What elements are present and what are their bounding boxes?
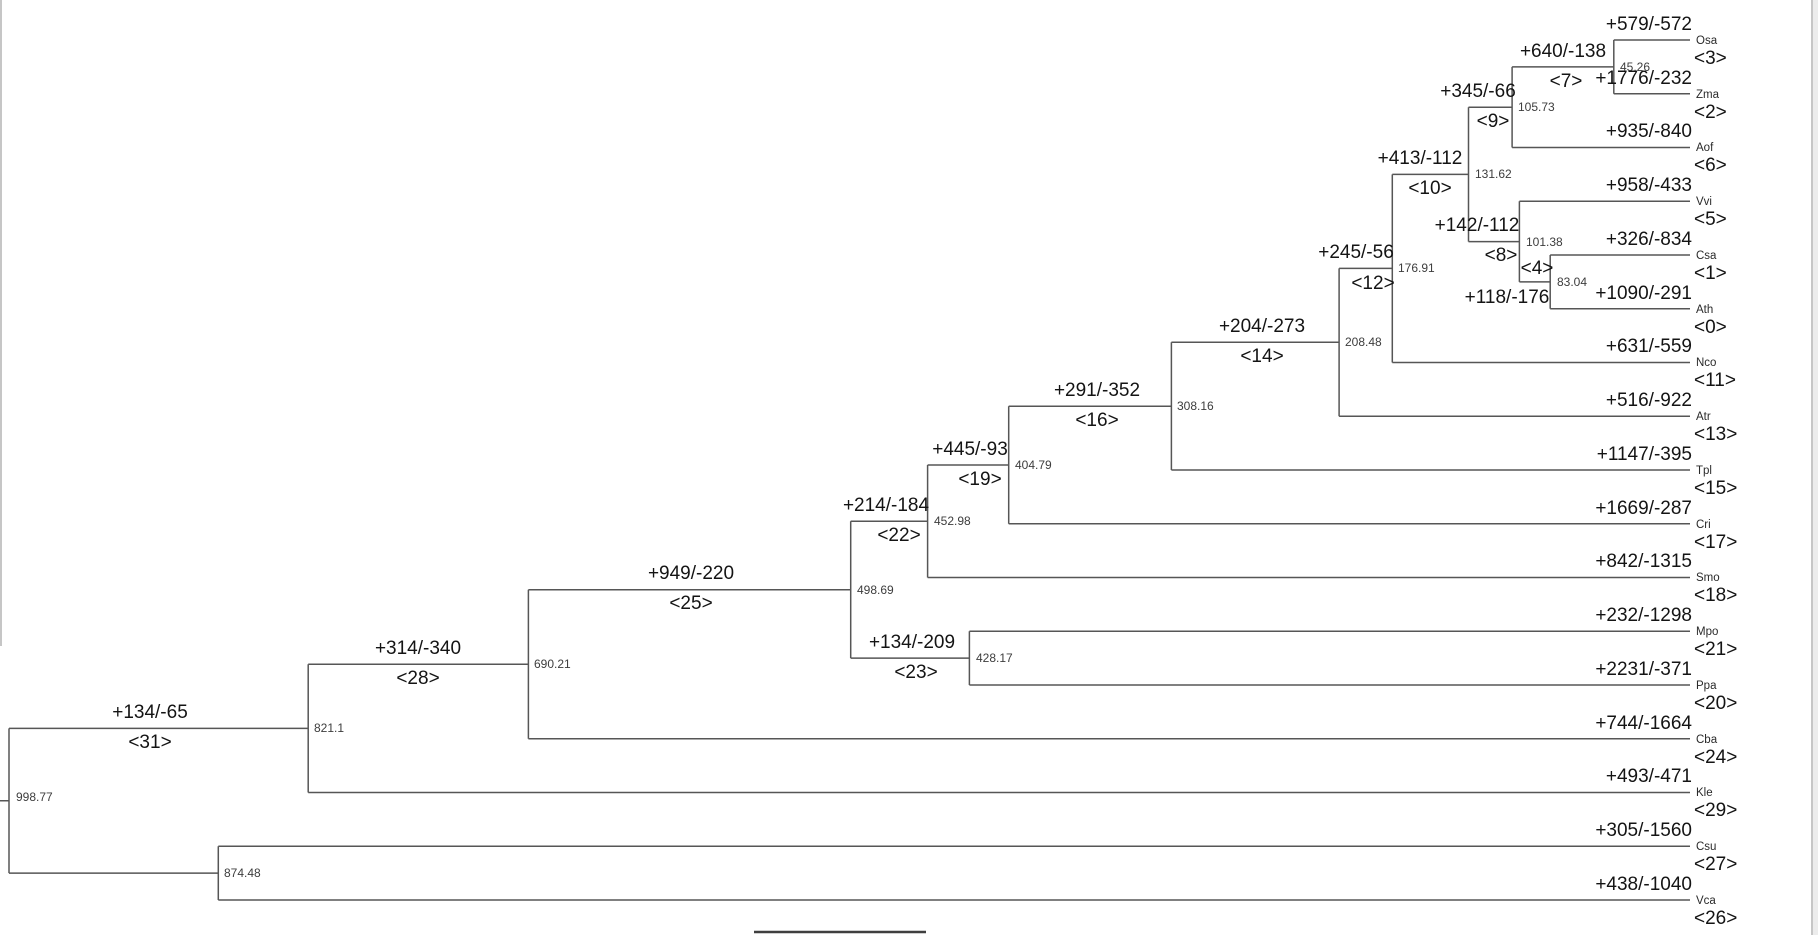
leaf-branch-label-cba: +744/-1664 xyxy=(1595,713,1692,734)
branch-label-n9: +345/-66 xyxy=(1440,81,1516,102)
leaf-node-id-aof: <6> xyxy=(1694,155,1727,176)
leaf-node-id-smo: <18> xyxy=(1694,585,1738,606)
leaf-branch-label-zma: +1776/-232 xyxy=(1595,68,1692,89)
node-age-n14: 208.48 xyxy=(1345,335,1382,349)
leaf-branch-label-aof: +935/-840 xyxy=(1605,121,1692,142)
node-age-n12: 176.91 xyxy=(1398,261,1435,275)
leaf-abbr-vca: Vca xyxy=(1696,895,1716,907)
node-id-n8: <8> xyxy=(1484,245,1518,266)
branch-label-n31: +134/-65 xyxy=(112,702,188,723)
scrollbar-track[interactable] xyxy=(1813,0,1818,935)
leaf-abbr-mpo: Mpo xyxy=(1696,626,1719,638)
leaf-branch-label-csu: +305/-1560 xyxy=(1595,820,1692,841)
leaf-node-id-zma: <2> xyxy=(1694,102,1727,123)
node-id-n28: <28> xyxy=(396,668,440,689)
leaf-abbr-atr: Atr xyxy=(1696,411,1711,423)
node-id-n19: <19> xyxy=(958,469,1002,490)
leaf-node-id-cri: <17> xyxy=(1694,532,1738,553)
node-age-n7: 45.26 xyxy=(1620,60,1651,74)
leaf-abbr-cba: Cba xyxy=(1696,734,1718,746)
leaf-node-id-ath: <0> xyxy=(1694,317,1727,338)
node-age-n16: 308.16 xyxy=(1177,399,1214,413)
leaf-branch-label-mpo: +232/-1298 xyxy=(1595,605,1692,626)
node-age-n22: 452.98 xyxy=(934,514,971,528)
leaf-branch-label-osa: +579/-572 xyxy=(1605,14,1692,35)
leaf-node-id-csu: <27> xyxy=(1694,854,1738,875)
leaf-abbr-kle: Kle xyxy=(1696,787,1713,799)
leaf-branch-label-vca: +438/-1040 xyxy=(1595,874,1692,895)
leaf-node-id-mpo: <21> xyxy=(1694,639,1738,660)
leaf-node-id-ppa: <20> xyxy=(1694,693,1738,714)
leaf-abbr-osa: Osa xyxy=(1696,35,1718,47)
branch-label-n28: +314/-340 xyxy=(374,638,462,659)
node-id-n22: <22> xyxy=(877,525,921,546)
node-age-n4: 83.04 xyxy=(1557,275,1588,289)
node-id-n4: <4> xyxy=(1520,258,1554,279)
leaf-node-id-vvi: <5> xyxy=(1694,209,1727,230)
node-age-n31: 821.1 xyxy=(314,721,345,735)
node-age-root: 998.77 xyxy=(16,790,53,804)
leaf-node-id-tpl: <15> xyxy=(1694,478,1738,499)
leaf-abbr-aof: Aof xyxy=(1696,142,1714,154)
node-age-n9: 105.73 xyxy=(1518,100,1555,114)
leaf-node-id-atr: <13> xyxy=(1694,424,1738,445)
node-age-n10: 131.62 xyxy=(1475,167,1512,181)
leaf-branch-label-csa: +326/-834 xyxy=(1605,229,1692,250)
node-id-n16: <16> xyxy=(1075,410,1119,431)
node-id-n10: <10> xyxy=(1408,178,1452,199)
leaf-node-id-cba: <24> xyxy=(1694,747,1738,768)
leaf-branch-label-smo: +842/-1315 xyxy=(1595,551,1692,572)
branch-label-n7: +640/-138 xyxy=(1519,41,1607,62)
node-id-n7: <7> xyxy=(1549,71,1583,92)
node-id-n12: <12> xyxy=(1351,273,1395,294)
leaf-abbr-cri: Cri xyxy=(1696,519,1711,531)
leaf-node-id-nco: <11> xyxy=(1694,370,1736,391)
node-age-n23: 428.17 xyxy=(976,651,1013,665)
branch-label-n22: +214/-184 xyxy=(842,495,930,516)
branch-label-n10: +413/-112 xyxy=(1377,148,1463,169)
leaf-abbr-tpl: Tpl xyxy=(1696,465,1712,477)
leaf-node-id-vca: <26> xyxy=(1694,908,1738,929)
leaf-branch-label-nco: +631/-559 xyxy=(1605,336,1692,357)
leaf-abbr-vvi: Vvi xyxy=(1696,196,1712,208)
leaf-branch-label-ath: +1090/-291 xyxy=(1595,283,1692,304)
node-id-n9: <9> xyxy=(1476,111,1510,132)
branch-label-n23: +134/-209 xyxy=(868,632,956,653)
leaf-abbr-ppa: Ppa xyxy=(1696,680,1717,692)
node-age-anc-csu-vca: 874.48 xyxy=(224,866,261,880)
branch-label-n16: +291/-352 xyxy=(1053,380,1141,401)
leaf-branch-label-tpl: +1147/-395 xyxy=(1596,444,1692,465)
node-age-n8: 101.38 xyxy=(1526,235,1563,249)
leaf-node-id-csa: <1> xyxy=(1694,263,1727,284)
node-age-n25: 498.69 xyxy=(857,583,894,597)
leaf-branch-label-atr: +516/-922 xyxy=(1605,390,1692,411)
leaf-abbr-csa: Csa xyxy=(1696,250,1717,262)
tree-branches xyxy=(0,39,1690,901)
leaf-abbr-smo: Smo xyxy=(1696,572,1720,584)
branch-label-n25: +949/-220 xyxy=(647,563,735,584)
leaf-branch-label-cri: +1669/-287 xyxy=(1595,498,1692,519)
branch-label-n14: +204/-273 xyxy=(1218,316,1306,337)
leaf-node-id-kle: <29> xyxy=(1694,800,1738,821)
branch-label-n4: +118/-176 xyxy=(1464,287,1550,308)
node-age-n28: 690.21 xyxy=(534,657,571,671)
branch-label-n8: +142/-112 xyxy=(1434,215,1520,236)
leaf-abbr-ath: Ath xyxy=(1696,304,1714,316)
leaf-branch-label-ppa: +2231/-371 xyxy=(1595,659,1692,680)
node-id-n25: <25> xyxy=(669,593,713,614)
branch-label-n12: +245/-56 xyxy=(1318,242,1394,263)
leaf-branch-label-kle: +493/-471 xyxy=(1605,766,1692,787)
node-age-n19: 404.79 xyxy=(1015,458,1052,472)
leaf-abbr-csu: Csu xyxy=(1696,841,1717,853)
node-id-n31: <31> xyxy=(128,732,172,753)
branch-label-n19: +445/-93 xyxy=(932,439,1008,460)
leaf-abbr-zma: Zma xyxy=(1696,89,1719,101)
leaf-node-id-osa: <3> xyxy=(1694,48,1727,69)
leaf-branch-label-vvi: +958/-433 xyxy=(1605,175,1692,196)
node-id-n14: <14> xyxy=(1240,346,1284,367)
leaf-abbr-nco: Nco xyxy=(1696,357,1717,369)
node-id-n23: <23> xyxy=(894,662,938,683)
